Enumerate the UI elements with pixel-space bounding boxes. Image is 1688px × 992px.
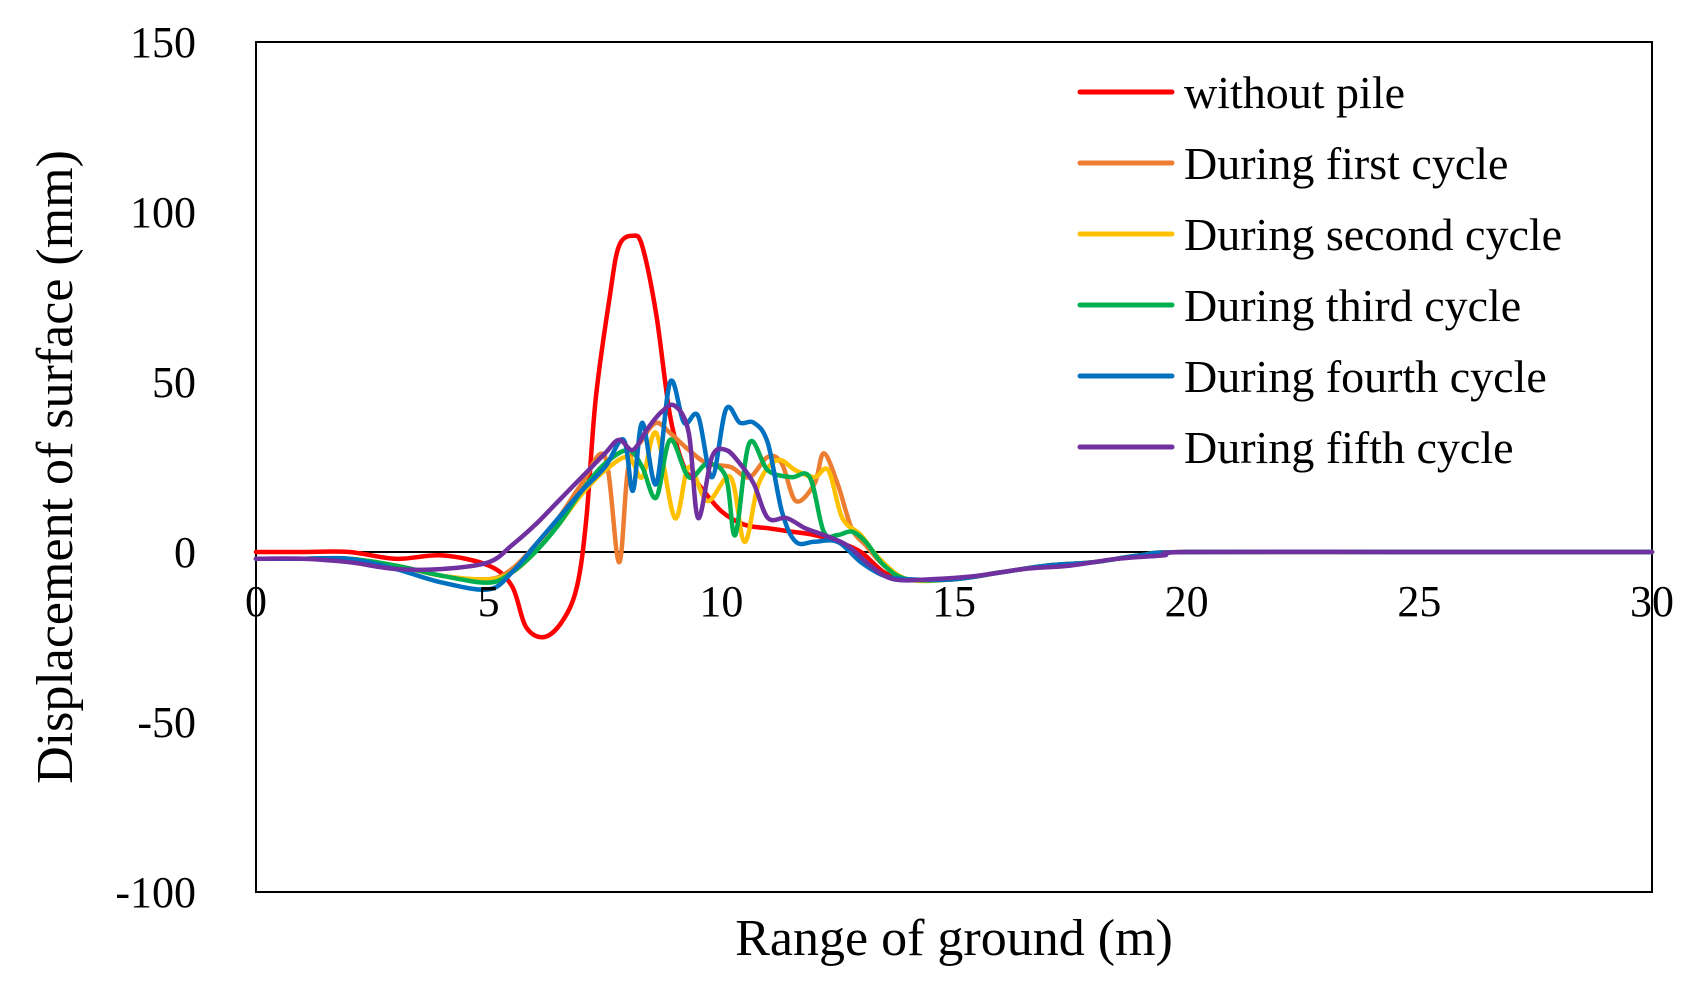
- y-tick-labels: 150 100 50 0 -50 -100: [115, 18, 196, 917]
- legend-label-3: During second cycle: [1184, 209, 1562, 260]
- legend-label-1: without pile: [1184, 67, 1405, 118]
- y-tick-label: 50: [152, 358, 196, 407]
- x-tick-label: 30: [1630, 577, 1674, 626]
- x-tick-label: 0: [245, 577, 267, 626]
- x-tick-label: 10: [699, 577, 743, 626]
- x-tick-label: 5: [478, 577, 500, 626]
- y-tick-label: -50: [137, 698, 196, 747]
- legend-label-2: During first cycle: [1184, 138, 1508, 189]
- y-tick-label: 100: [130, 188, 196, 237]
- legend: without pile During first cycle During sec…: [1077, 67, 1562, 473]
- series-layer: [253, 233, 1655, 640]
- series-line-6: [253, 402, 1655, 583]
- x-tick-label: 20: [1165, 577, 1209, 626]
- legend-label-6: During fifth cycle: [1184, 422, 1514, 473]
- x-axis-title: Range of ground (m): [735, 910, 1173, 967]
- y-tick-label: 150: [130, 18, 196, 67]
- x-tick-label: 25: [1397, 577, 1441, 626]
- y-axis-title: Displacement of surface (mm): [27, 150, 84, 784]
- x-tick-label: 15: [932, 577, 976, 626]
- y-tick-label: 0: [174, 528, 196, 577]
- legend-label-4: During third cycle: [1184, 280, 1521, 331]
- y-tick-label: -100: [115, 868, 196, 917]
- legend-label-5: During fourth cycle: [1184, 351, 1547, 402]
- plot-area: [255, 41, 1653, 893]
- x-tick-labels: 0 5 10 15 20 25 30: [245, 577, 1674, 626]
